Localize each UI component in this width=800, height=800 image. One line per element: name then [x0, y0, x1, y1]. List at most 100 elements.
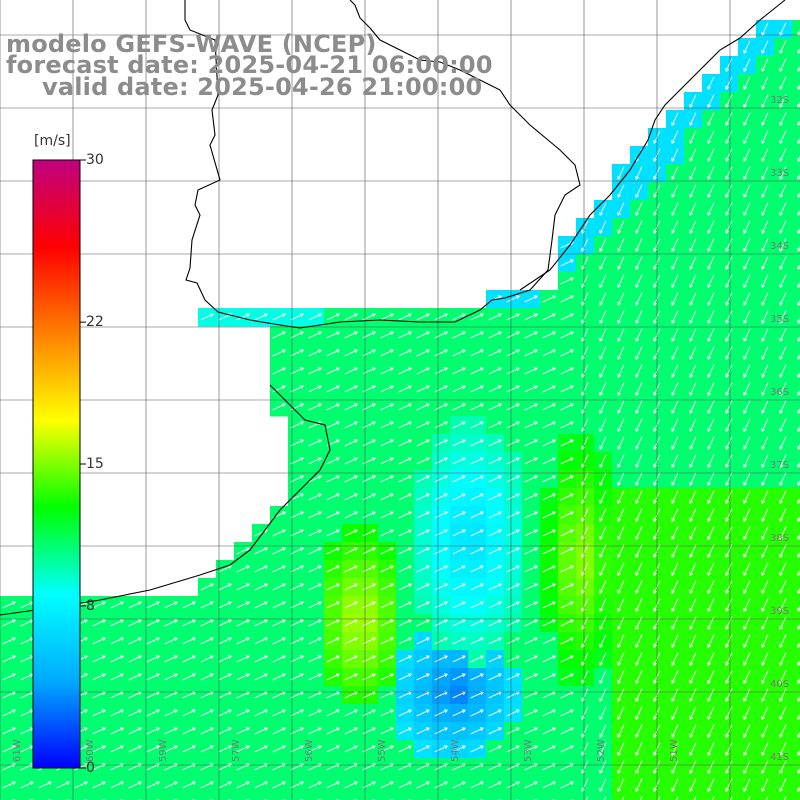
wind-arrow	[416, 439, 430, 447]
wind-vector-field	[2, 22, 800, 800]
wind-arrow	[797, 120, 800, 126]
wind-cell	[774, 794, 793, 800]
wind-arrow	[110, 673, 124, 681]
wind-arrow	[689, 94, 697, 108]
wind-arrow	[344, 493, 358, 501]
wind-arrow	[599, 778, 607, 792]
wind-arrow	[671, 670, 679, 684]
wind-arrow	[693, 796, 697, 800]
wind-arrow	[398, 601, 412, 609]
wind-arrow	[671, 472, 679, 486]
wind-arrow	[635, 184, 643, 198]
wind-arrow	[671, 166, 679, 180]
wind-cell	[792, 290, 800, 309]
wind-arrow	[416, 493, 430, 501]
wind-arrow	[797, 354, 800, 360]
wind-arrow	[470, 781, 484, 789]
wind-arrow	[110, 781, 124, 789]
wind-arrow	[416, 655, 430, 663]
wind-arrow	[617, 454, 625, 468]
wind-arrow	[290, 493, 304, 501]
wind-arrow	[128, 601, 142, 609]
wind-arrow	[797, 498, 800, 504]
wind-arrow	[182, 745, 196, 753]
wind-arrow	[617, 634, 625, 648]
wind-cell	[270, 794, 289, 800]
wind-arrow	[599, 400, 607, 414]
wind-arrow	[797, 696, 800, 702]
wind-arrow	[290, 403, 304, 411]
wind-arrow	[581, 760, 589, 774]
wind-arrow	[707, 724, 715, 738]
wind-arrow	[92, 637, 106, 645]
wind-arrow	[761, 94, 769, 108]
wind-arrow	[617, 436, 625, 450]
wind-arrow	[689, 148, 697, 162]
wind-arrow	[452, 349, 466, 357]
wind-arrow	[689, 508, 697, 522]
latitude-label: 33S	[770, 168, 790, 179]
wind-arrow	[725, 94, 733, 108]
wind-arrow	[599, 310, 607, 324]
wind-arrow	[38, 781, 52, 789]
wind-arrow	[743, 490, 751, 504]
wind-arrow	[290, 313, 304, 321]
wind-arrow	[707, 328, 715, 342]
wind-arrow	[542, 295, 556, 303]
wind-arrow	[617, 490, 625, 504]
wind-arrow	[671, 256, 679, 270]
wind-arrow	[635, 688, 643, 702]
wind-arrow	[236, 673, 250, 681]
wind-arrow	[236, 313, 250, 321]
wind-arrow	[599, 634, 607, 648]
wind-cell	[540, 794, 559, 800]
wind-arrow	[434, 439, 448, 447]
wind-arrow	[725, 526, 733, 540]
wind-cell	[792, 236, 800, 255]
wind-arrow	[416, 583, 430, 591]
wind-cell	[360, 794, 379, 800]
wind-cell	[342, 794, 361, 800]
wind-arrow	[524, 727, 538, 735]
wind-arrow	[416, 421, 430, 429]
wind-arrow	[542, 439, 556, 447]
wind-arrow	[380, 529, 394, 537]
wind-arrow	[542, 331, 556, 339]
wind-arrow	[617, 508, 625, 522]
wind-cell	[594, 794, 613, 800]
wind-arrow	[707, 472, 715, 486]
wind-arrow	[635, 400, 643, 414]
wind-arrow	[599, 526, 607, 540]
wind-arrow	[308, 745, 322, 753]
wind-arrow	[290, 709, 304, 717]
wind-arrow	[200, 709, 214, 717]
wind-arrow	[617, 274, 625, 288]
wind-arrow	[146, 637, 160, 645]
wind-arrow	[452, 745, 466, 753]
wind-cell	[180, 794, 199, 800]
wind-arrow	[308, 457, 322, 465]
wind-arrow	[272, 583, 286, 591]
wind-arrow	[200, 745, 214, 753]
longitude-label: 57W	[231, 739, 242, 762]
wind-arrow	[218, 727, 232, 735]
wind-arrow	[779, 544, 787, 558]
wind-arrow	[308, 619, 322, 627]
wind-arrow	[326, 583, 340, 591]
wind-arrow	[761, 760, 769, 774]
wind-arrow	[434, 655, 448, 663]
wind-arrow	[488, 637, 502, 645]
wind-arrow	[617, 346, 625, 360]
wind-arrow	[581, 310, 589, 324]
wind-arrow	[599, 436, 607, 450]
wind-arrow	[272, 367, 286, 375]
wind-arrow	[488, 493, 502, 501]
wind-arrow	[146, 727, 160, 735]
wind-arrow	[344, 439, 358, 447]
wind-arrow	[434, 529, 448, 537]
wind-arrow	[635, 256, 643, 270]
wind-arrow	[671, 220, 679, 234]
longitude-label: 54W	[450, 739, 461, 762]
wind-arrow	[218, 673, 232, 681]
wind-cell	[792, 758, 800, 777]
